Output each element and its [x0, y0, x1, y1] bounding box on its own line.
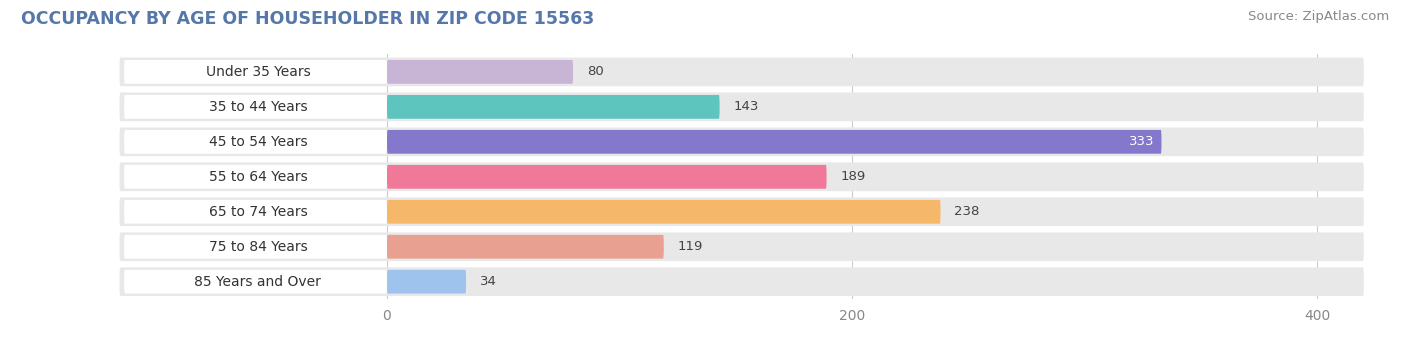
- FancyBboxPatch shape: [387, 165, 827, 189]
- FancyBboxPatch shape: [387, 95, 720, 119]
- FancyBboxPatch shape: [120, 267, 1364, 296]
- FancyBboxPatch shape: [120, 233, 1364, 261]
- Text: 238: 238: [955, 205, 980, 218]
- Text: 65 to 74 Years: 65 to 74 Years: [208, 205, 308, 219]
- Text: 80: 80: [586, 65, 603, 79]
- Text: 34: 34: [479, 275, 496, 288]
- FancyBboxPatch shape: [120, 57, 1364, 86]
- FancyBboxPatch shape: [124, 165, 387, 189]
- FancyBboxPatch shape: [120, 128, 1364, 156]
- FancyBboxPatch shape: [120, 163, 1364, 191]
- Text: 333: 333: [1129, 135, 1154, 148]
- FancyBboxPatch shape: [387, 270, 465, 294]
- Text: 119: 119: [678, 240, 703, 253]
- FancyBboxPatch shape: [124, 270, 387, 294]
- Text: Under 35 Years: Under 35 Years: [205, 65, 311, 79]
- FancyBboxPatch shape: [387, 200, 941, 224]
- FancyBboxPatch shape: [124, 60, 387, 84]
- Text: 85 Years and Over: 85 Years and Over: [194, 275, 322, 289]
- FancyBboxPatch shape: [124, 95, 387, 119]
- Text: 189: 189: [841, 170, 866, 183]
- Text: OCCUPANCY BY AGE OF HOUSEHOLDER IN ZIP CODE 15563: OCCUPANCY BY AGE OF HOUSEHOLDER IN ZIP C…: [21, 10, 595, 28]
- Text: 143: 143: [734, 100, 759, 113]
- FancyBboxPatch shape: [124, 130, 387, 154]
- FancyBboxPatch shape: [387, 235, 664, 259]
- FancyBboxPatch shape: [120, 92, 1364, 121]
- Text: 45 to 54 Years: 45 to 54 Years: [208, 135, 307, 149]
- FancyBboxPatch shape: [120, 198, 1364, 226]
- Text: 75 to 84 Years: 75 to 84 Years: [208, 240, 308, 254]
- FancyBboxPatch shape: [124, 200, 387, 224]
- FancyBboxPatch shape: [387, 130, 1161, 154]
- FancyBboxPatch shape: [387, 60, 574, 84]
- Text: Source: ZipAtlas.com: Source: ZipAtlas.com: [1249, 10, 1389, 23]
- Text: 55 to 64 Years: 55 to 64 Years: [208, 170, 308, 184]
- FancyBboxPatch shape: [124, 235, 387, 259]
- Text: 35 to 44 Years: 35 to 44 Years: [208, 100, 307, 114]
